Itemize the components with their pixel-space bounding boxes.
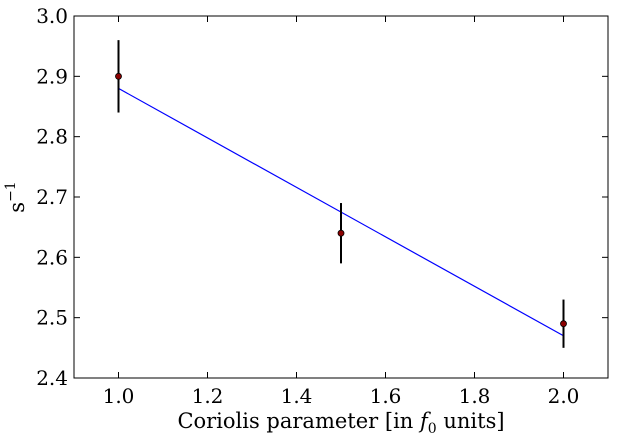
y-axis-label-exponent: −1: [3, 181, 19, 202]
x-axis-label-suffix: units]: [437, 409, 505, 433]
x-axis-label-subscript: 0: [428, 421, 437, 437]
x-axis-label-text: Coriolis parameter [in: [177, 409, 420, 433]
plot-area: [115, 40, 567, 348]
y-tick-label-3: 2.6: [36, 245, 68, 269]
x-axis-label: Coriolis parameter [in f0 units]: [177, 409, 504, 437]
data-point-1: [115, 72, 122, 80]
y-axis-label-base: s: [5, 202, 29, 213]
x-axis-label-symbol: f: [418, 409, 431, 433]
axes-frame: [73, 15, 609, 379]
x-tick-label-5: 1.8: [459, 384, 491, 408]
x-tick-label-6: 2.0: [548, 384, 580, 408]
y-tick-label-1: 2.4: [36, 366, 68, 390]
x-tick-label-4: 1.6: [370, 384, 402, 408]
y-tick-label-2: 2.5: [36, 306, 68, 330]
y-axis-label: s−1: [3, 181, 29, 212]
x-tick-label-3: 1.4: [281, 384, 313, 408]
x-tick-label-2: 1.2: [192, 384, 224, 408]
y-tick-label-7: 3.0: [36, 4, 68, 28]
data-point-2: [337, 229, 345, 237]
y-tick-label-4: 2.7: [36, 185, 68, 209]
data-point-3: [560, 320, 567, 328]
ticks: 1.0 1.2 1.4 1.6 1.8 2.0 2.4 2.5 2.6 2.7 2.8 2.9 3.0: [36, 4, 608, 408]
x-tick-label-1: 1.0: [103, 384, 135, 408]
y-tick-label-5: 2.8: [36, 125, 68, 149]
y-tick-label-6: 2.9: [36, 64, 68, 88]
